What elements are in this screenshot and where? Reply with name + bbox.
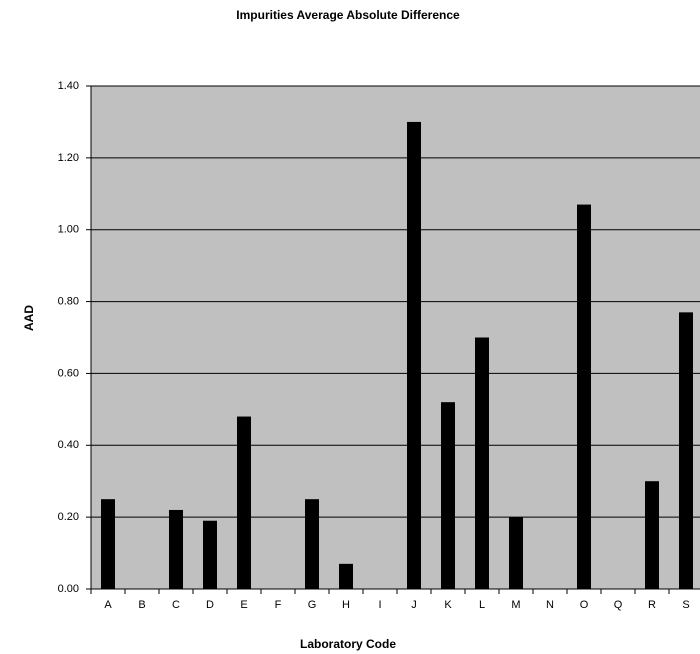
bar <box>237 416 251 589</box>
x-tick-label: O <box>580 599 589 611</box>
x-tick-label: M <box>511 599 520 611</box>
bar <box>339 563 353 589</box>
bar <box>441 402 455 589</box>
x-tick-label: F <box>275 599 282 611</box>
x-tick-label: H <box>342 599 350 611</box>
y-tick-label: 0.60 <box>58 367 79 379</box>
chart-title: Impurities Average Absolute Difference <box>236 8 460 22</box>
bar <box>509 517 523 589</box>
x-tick-label: I <box>378 599 381 611</box>
y-tick-label: 1.00 <box>58 224 79 236</box>
y-tick-label: 0.20 <box>58 511 79 523</box>
x-tick-label: C <box>172 599 180 611</box>
y-tick-label: 0.40 <box>58 439 79 451</box>
x-tick-label: G <box>308 599 317 611</box>
x-tick-label: S <box>682 599 689 611</box>
bar <box>305 499 319 589</box>
y-axis-label: AAD <box>22 305 36 331</box>
x-tick-label: Q <box>614 599 623 611</box>
bar <box>679 312 693 589</box>
y-tick-label: 0.00 <box>58 583 79 595</box>
x-tick-label: E <box>240 599 247 611</box>
plot-area <box>91 86 700 589</box>
x-axis-label: Laboratory Code <box>300 637 396 651</box>
x-tick-label: D <box>206 599 214 611</box>
x-tick-label: A <box>104 599 112 611</box>
y-tick-label: 1.20 <box>58 152 79 164</box>
bar <box>169 509 183 589</box>
bar <box>101 499 115 589</box>
x-tick-label: J <box>411 599 417 611</box>
x-tick-label: B <box>138 599 145 611</box>
y-tick-label: 0.80 <box>58 295 79 307</box>
x-tick-label: R <box>648 599 656 611</box>
x-tick-label: K <box>444 599 452 611</box>
x-tick-label: L <box>479 599 485 611</box>
bar <box>475 337 489 589</box>
x-tick-label: N <box>546 599 554 611</box>
bar <box>203 520 217 589</box>
y-tick-label: 1.40 <box>58 80 79 92</box>
bar <box>645 481 659 589</box>
bar <box>407 121 421 589</box>
bar <box>577 204 591 590</box>
